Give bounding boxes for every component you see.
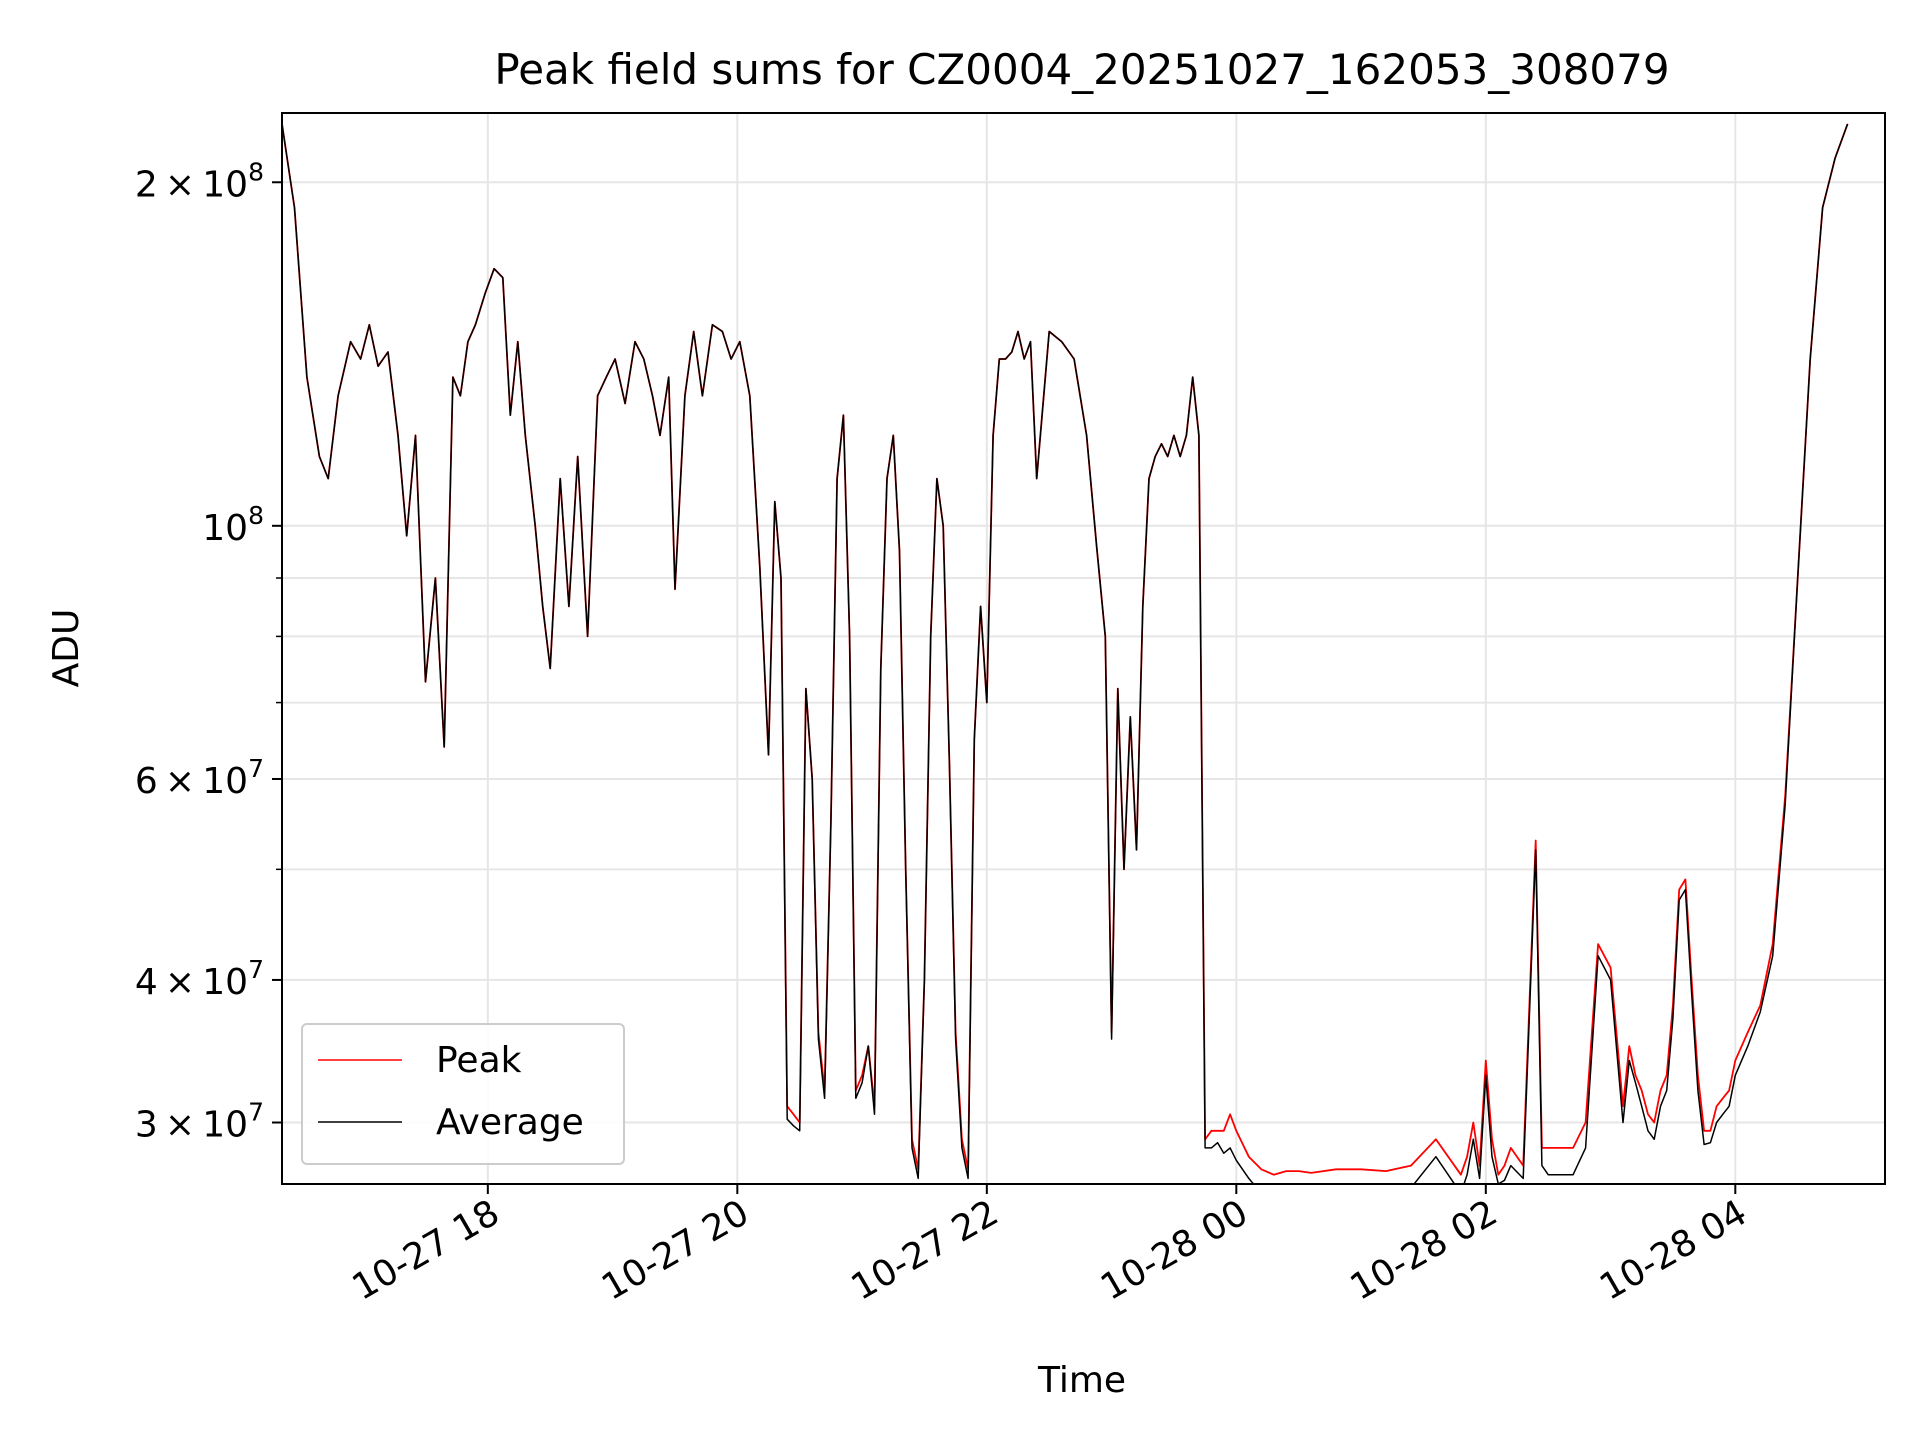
- y-tick-label: 6 × 107: [135, 754, 264, 802]
- x-axis-label: Time: [1037, 1360, 1126, 1401]
- legend-label-average: Average: [436, 1102, 584, 1143]
- legend-label-peak: Peak: [436, 1040, 522, 1081]
- legend: Peak Average: [301, 1023, 625, 1165]
- y-tick-label: 3 × 107: [135, 1098, 264, 1146]
- y-tick-label: 2 × 108: [135, 157, 264, 205]
- grid: [282, 113, 1885, 1184]
- axes-frame: [281, 112, 1886, 1185]
- y-axis-label: ADU: [46, 609, 87, 688]
- y-tick-label: 4 × 107: [135, 955, 264, 1003]
- plot-area: [282, 123, 1849, 1184]
- chart-title: Peak field sums for CZ0004_20251027_1620…: [494, 45, 1669, 94]
- series-line-average: [282, 123, 1849, 1184]
- legend-box: [301, 1023, 625, 1165]
